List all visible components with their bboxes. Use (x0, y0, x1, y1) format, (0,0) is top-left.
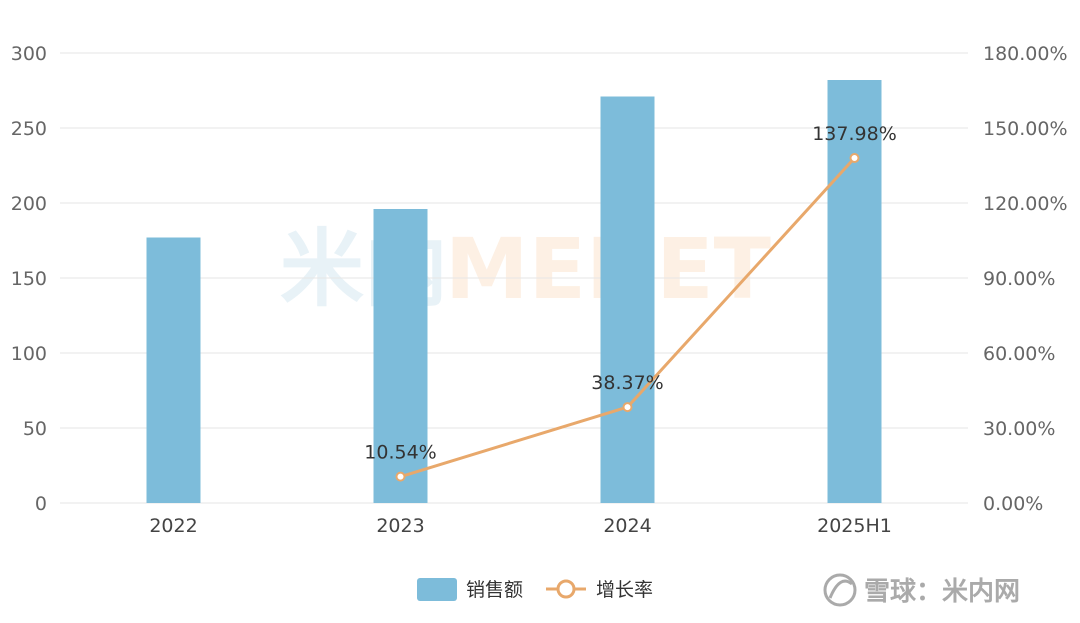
bar-swatch-icon (417, 578, 457, 601)
x-tick-label: 2022 (149, 515, 197, 537)
snowball-logo-icon (823, 573, 857, 607)
y-left-tick-label: 0 (35, 493, 47, 515)
y-left-tick-label: 150 (11, 268, 47, 290)
legend-item-growth[interactable]: 增长率 (546, 579, 653, 601)
y-axis-left: 0 50 100 150 200 250 300 (11, 43, 47, 515)
y-right-tick-label: 90.00% (983, 268, 1055, 290)
bar[interactable] (146, 237, 201, 504)
line-point[interactable] (622, 402, 633, 413)
y-left-tick-label: 300 (11, 43, 47, 65)
watermark: 米内 MENET (280, 220, 771, 318)
y-right-tick-label: 120.00% (983, 193, 1068, 215)
x-axis: 2022 2023 2024 2025H1 (149, 515, 892, 537)
y-right-tick-label: 0.00% (983, 493, 1043, 515)
x-tick-label: 2023 (376, 515, 424, 537)
bar[interactable] (827, 80, 882, 503)
x-tick-label: 2024 (603, 515, 651, 537)
legend: 销售额 增长率 (417, 578, 653, 601)
line-series: 10.54% 38.37% 137.98% (364, 123, 897, 482)
bar[interactable] (373, 209, 428, 503)
y-right-tick-label: 60.00% (983, 343, 1055, 365)
source-mark: 雪球：米内网 (823, 573, 1020, 607)
bar[interactable] (600, 96, 655, 504)
x-tick-label: 2025H1 (817, 515, 892, 537)
data-label: 10.54% (364, 442, 436, 464)
line-point[interactable] (395, 471, 406, 482)
y-left-tick-label: 50 (23, 418, 47, 440)
line-circle-icon (546, 579, 586, 599)
y-axis-right: 0.00% 30.00% 60.00% 90.00% 120.00% 150.00% 180… (983, 43, 1068, 515)
grid-lines (60, 52, 968, 504)
legend-label-growth: 增长率 (596, 579, 653, 601)
source-text: 雪球：米内网 (864, 577, 1020, 607)
y-left-tick-label: 200 (11, 193, 47, 215)
data-label: 137.98% (812, 123, 897, 145)
data-label: 38.37% (591, 372, 663, 394)
line-point[interactable] (849, 153, 860, 164)
y-left-tick-label: 100 (11, 343, 47, 365)
y-right-tick-label: 180.00% (983, 43, 1068, 65)
y-right-tick-label: 30.00% (983, 418, 1055, 440)
y-left-tick-label: 250 (11, 118, 47, 140)
legend-label-sales: 销售额 (466, 579, 523, 601)
bar-series (146, 80, 882, 504)
y-right-tick-label: 150.00% (983, 118, 1068, 140)
legend-item-sales[interactable]: 销售额 (417, 578, 523, 601)
